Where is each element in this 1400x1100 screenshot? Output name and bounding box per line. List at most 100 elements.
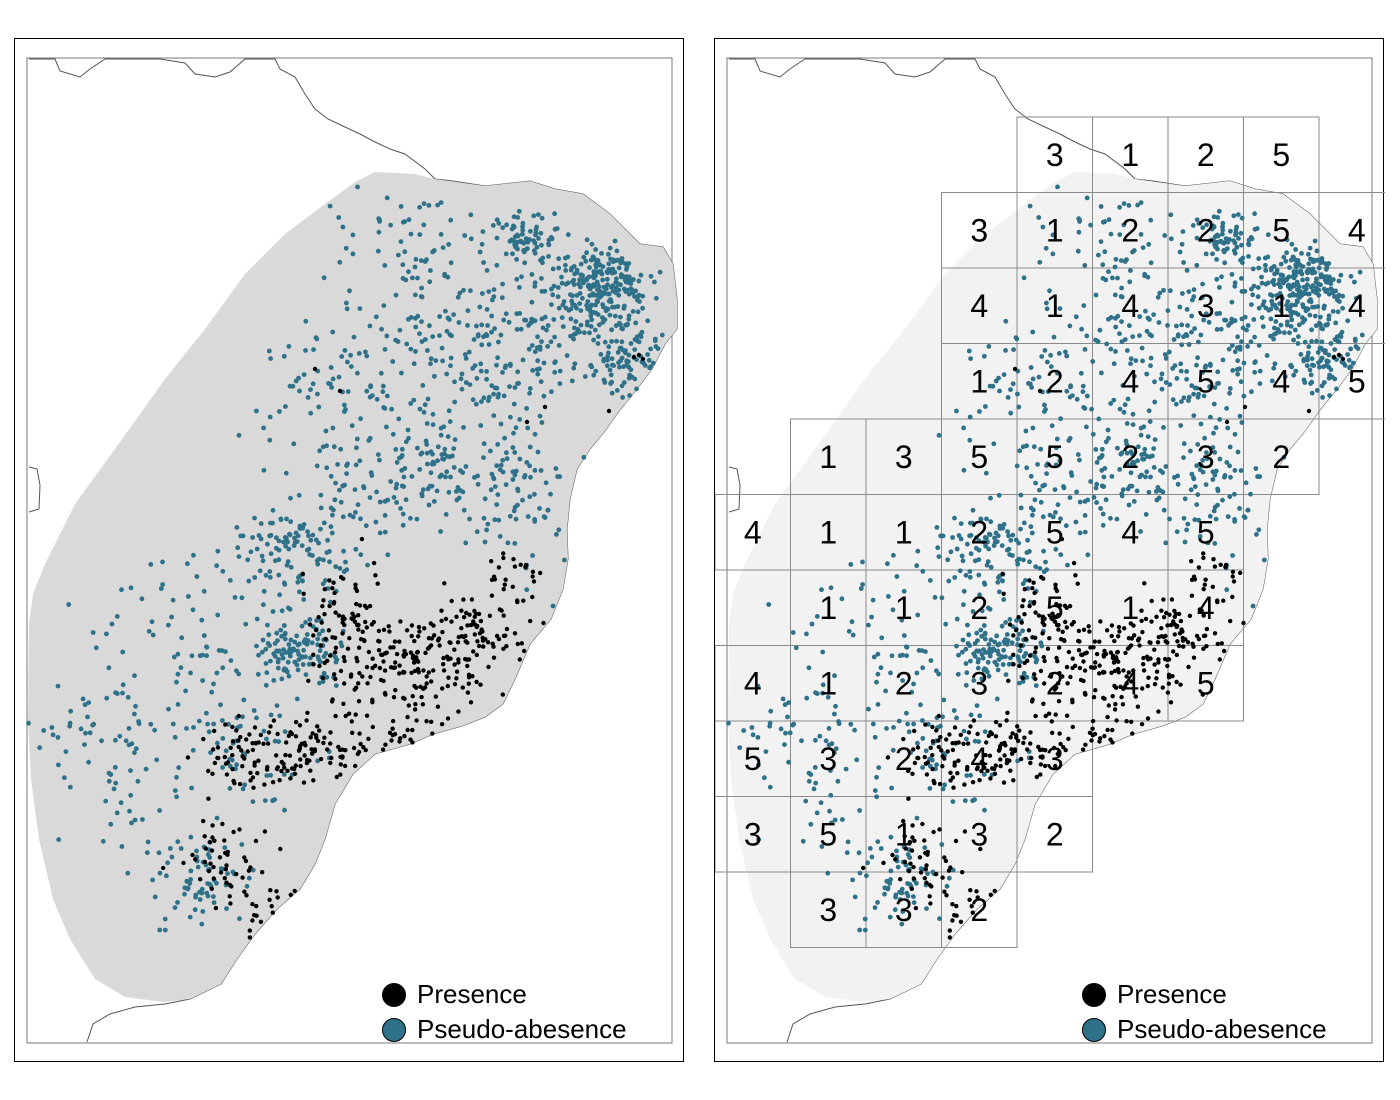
pseudo-absence-point: [899, 886, 905, 892]
pseudo-absence-point: [885, 561, 890, 567]
pseudo-absence-point: [1140, 245, 1146, 251]
pseudo-absence-point: [1146, 242, 1152, 247]
pseudo-absence-point: [584, 302, 589, 308]
presence-point: [369, 622, 375, 627]
pseudo-absence-point: [520, 357, 526, 363]
presence-point: [1201, 633, 1207, 639]
presence-point: [1175, 639, 1180, 644]
pseudo-absence-point: [633, 288, 639, 294]
pseudo-absence-point: [1146, 489, 1152, 495]
presence-point: [380, 747, 386, 752]
pseudo-absence-point: [303, 318, 309, 324]
pseudo-absence-point: [1037, 259, 1043, 265]
pseudo-absence-point: [211, 721, 217, 727]
presence-point: [371, 560, 377, 566]
pseudo-absence-point: [825, 694, 831, 700]
pseudo-absence-point: [426, 502, 432, 508]
pseudo-absence-point: [1175, 333, 1181, 339]
pseudo-absence-point: [400, 511, 406, 517]
pseudo-absence-point: [1319, 339, 1325, 345]
pseudo-absence-point: [866, 706, 871, 712]
pseudo-absence-point: [339, 354, 345, 359]
pseudo-absence-point: [373, 519, 379, 525]
pseudo-absence-point: [382, 513, 388, 518]
pseudo-absence-point: [288, 637, 294, 643]
pseudo-absence-point: [1138, 425, 1144, 431]
pseudo-absence-point: [287, 383, 293, 389]
pseudo-absence-point: [1252, 360, 1258, 366]
pseudo-absence-point: [793, 645, 799, 651]
pseudo-absence-point: [1288, 309, 1293, 314]
pseudo-absence-point: [1212, 541, 1218, 546]
pseudo-absence-point: [417, 331, 422, 337]
map-legend: Presence Pseudo-abesence: [382, 977, 627, 1047]
pseudo-absence-point: [1259, 315, 1265, 320]
pseudo-absence-point: [1313, 323, 1319, 329]
pseudo-absence-point: [82, 742, 87, 747]
presence-point: [497, 607, 502, 612]
presence-point: [454, 669, 460, 674]
pseudo-absence-point: [327, 549, 332, 554]
fold-label: 4: [1348, 212, 1366, 248]
pseudo-absence-point: [520, 227, 526, 233]
presence-point: [1166, 681, 1171, 686]
presence-point: [943, 858, 949, 864]
pseudo-absence-point: [1088, 222, 1093, 228]
presence-point: [318, 643, 324, 648]
presence-point: [474, 652, 479, 658]
pseudo-absence-point: [1210, 477, 1216, 482]
pseudo-absence-point: [941, 697, 947, 703]
pseudo-absence-point: [49, 725, 55, 730]
pseudo-absence-point: [1016, 540, 1021, 546]
pseudo-absence-point: [515, 486, 520, 492]
presence-point: [942, 889, 947, 894]
presence-point: [447, 640, 452, 645]
pseudo-absence-point: [897, 653, 903, 659]
pseudo-absence-point: [1148, 363, 1153, 369]
pseudo-absence-point: [230, 869, 236, 875]
pseudo-absence-point: [254, 408, 259, 414]
presence-point: [454, 676, 459, 681]
pseudo-absence-point: [749, 725, 755, 730]
pseudo-absence-point: [421, 222, 427, 228]
pseudo-absence-point: [204, 653, 210, 659]
pseudo-absence-point: [874, 774, 879, 780]
pseudo-absence-point: [1345, 318, 1351, 324]
fold-label: 1: [819, 514, 837, 550]
pseudo-absence-point: [626, 313, 632, 319]
pseudo-absence-point: [875, 900, 880, 905]
presence-point: [464, 657, 470, 662]
pseudo-absence-point: [1084, 424, 1089, 430]
presence-point: [390, 718, 396, 724]
presence-point: [1082, 690, 1088, 696]
pseudo-absence-point: [1229, 272, 1235, 277]
pseudo-absence-point: [276, 557, 282, 563]
pseudo-absence-point: [1320, 326, 1325, 332]
pseudo-absence-point: [385, 497, 391, 503]
pseudo-absence-point: [1326, 313, 1332, 319]
pseudo-absence-point: [1196, 221, 1202, 226]
pseudo-absence-point: [535, 449, 541, 455]
pseudo-absence-point: [535, 212, 541, 218]
presence-point: [305, 710, 310, 715]
pseudo-absence-point: [1214, 276, 1220, 282]
pseudo-absence-point: [206, 729, 212, 735]
pseudo-absence-point: [1162, 233, 1168, 238]
presence-point: [446, 675, 451, 680]
presence-point: [217, 855, 223, 860]
pseudo-absence-point: [1017, 448, 1023, 454]
presence-point: [351, 745, 357, 751]
pseudo-absence-point: [1204, 450, 1209, 456]
presence-point: [1020, 604, 1025, 609]
pseudo-absence-point: [254, 715, 259, 721]
pseudo-absence-point: [1121, 409, 1127, 415]
pseudo-absence-point: [466, 349, 472, 355]
presence-point: [452, 647, 457, 652]
pseudo-absence-point: [1232, 283, 1238, 289]
pseudo-absence-point: [350, 232, 356, 238]
pseudo-absence-point: [1120, 487, 1126, 493]
presence-point: [1201, 587, 1206, 592]
pseudo-absence-point: [1010, 381, 1016, 387]
presence-point: [1122, 685, 1128, 690]
presence-point: [353, 712, 358, 717]
